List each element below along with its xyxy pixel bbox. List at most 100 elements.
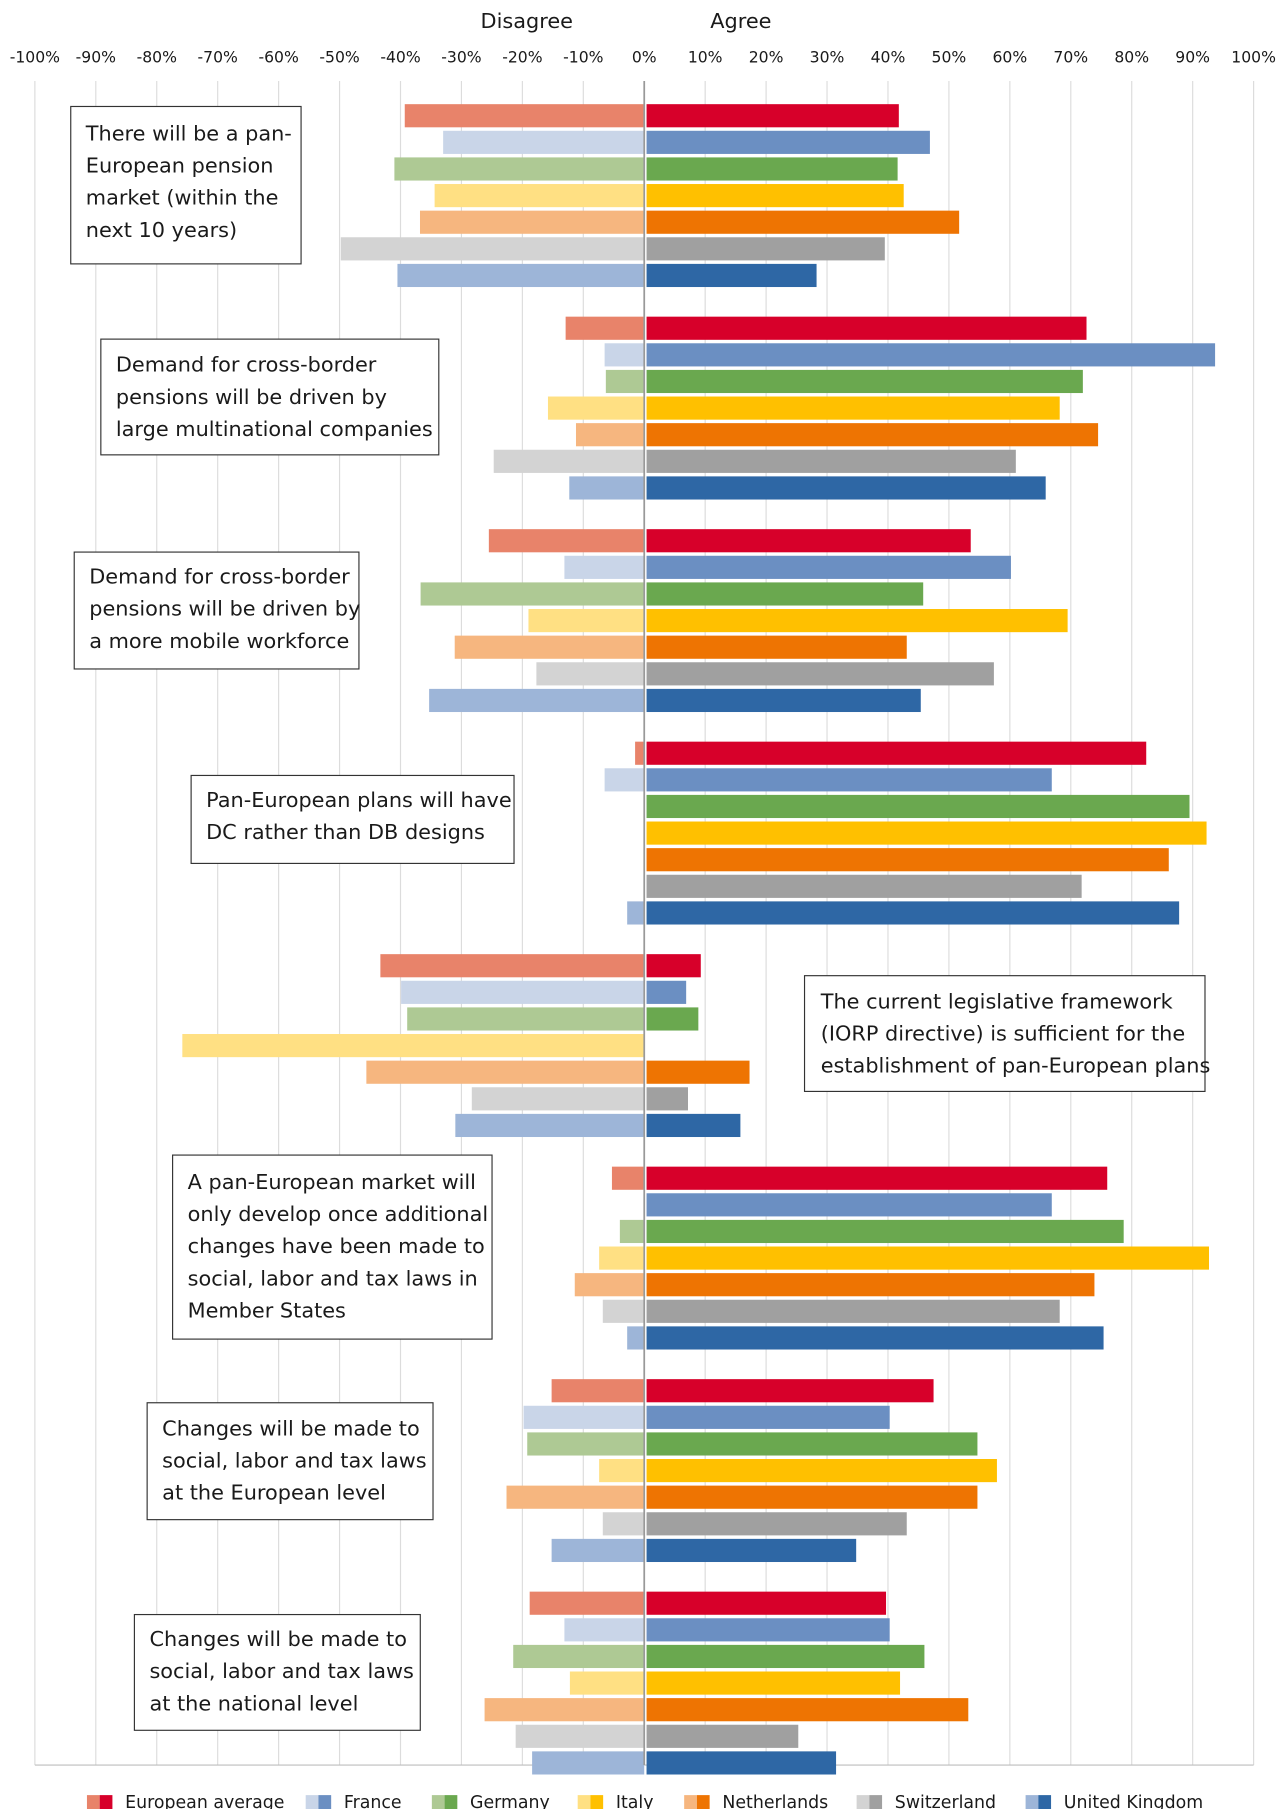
bar-agree xyxy=(646,874,1082,898)
annotation-box xyxy=(73,551,360,670)
bar-disagree xyxy=(407,1007,645,1031)
bar-disagree xyxy=(420,582,645,606)
bar-disagree xyxy=(523,1405,645,1429)
annotation-text: at the national level xyxy=(149,1691,358,1715)
legend-label: Switzerland xyxy=(895,1793,996,1809)
bar-agree xyxy=(646,343,1216,367)
annotation-text: pensions will be driven by xyxy=(116,385,387,409)
bar-agree xyxy=(646,1751,837,1775)
annotation-text: Demand for cross-border xyxy=(89,565,350,589)
legend-swatch xyxy=(577,1795,591,1809)
bar-disagree xyxy=(443,130,645,154)
bar-agree xyxy=(646,794,1190,819)
bar-agree xyxy=(646,316,1087,340)
bar-agree xyxy=(646,1698,969,1722)
annotation-text: Changes will be made to xyxy=(162,1416,420,1440)
x-tick-label: 60% xyxy=(993,48,1028,66)
bar-agree xyxy=(646,1644,925,1669)
bar-agree xyxy=(646,821,1207,845)
x-tick-label: -90% xyxy=(76,48,116,66)
bar-agree xyxy=(646,1299,1060,1323)
legend-swatch xyxy=(684,1795,697,1809)
bar-agree xyxy=(646,157,898,181)
legend-label: Netherlands xyxy=(722,1793,828,1809)
bar-agree xyxy=(646,130,930,154)
annotation-text: next 10 years) xyxy=(86,218,237,242)
legend-swatch xyxy=(305,1795,319,1809)
bar-disagree xyxy=(528,609,645,633)
legend-swatch xyxy=(431,1795,445,1809)
bar-agree xyxy=(646,1379,934,1403)
annotation-box xyxy=(70,105,302,265)
x-tick-label: 30% xyxy=(810,48,845,66)
annotation-text: DC rather than DB designs xyxy=(206,820,485,844)
x-tick-label: 70% xyxy=(1053,48,1088,66)
bar-agree xyxy=(646,1007,699,1031)
annotation-box xyxy=(133,1613,421,1731)
bar-agree xyxy=(646,901,1180,925)
bar-agree xyxy=(646,1326,1104,1350)
legend-label: European average xyxy=(125,1793,284,1809)
legend-swatch xyxy=(444,1795,458,1809)
bar-agree xyxy=(646,184,904,208)
annotation-text: Changes will be made to xyxy=(149,1627,407,1651)
bar-agree xyxy=(646,582,924,606)
axis-label: Agree xyxy=(710,9,771,33)
x-tick-label: 0% xyxy=(632,48,657,66)
bar-agree xyxy=(646,210,960,234)
bar-disagree xyxy=(455,1113,645,1138)
legend-label: Italy xyxy=(616,1793,654,1809)
legend-swatch xyxy=(1038,1795,1052,1809)
x-tick-label: -100% xyxy=(10,48,60,66)
x-tick-label: -60% xyxy=(258,48,298,66)
bar-disagree xyxy=(471,1087,645,1111)
bar-disagree xyxy=(419,210,645,234)
bar-agree xyxy=(646,1591,887,1615)
bar-disagree xyxy=(454,635,645,659)
annotation-box xyxy=(803,975,1206,1092)
annotation-box xyxy=(100,338,440,456)
legend-label: France xyxy=(344,1793,402,1809)
x-tick-label: 90% xyxy=(1175,48,1210,66)
legend-swatch xyxy=(696,1795,710,1809)
bar-agree xyxy=(646,768,1052,792)
annotation-text: European pension xyxy=(86,153,274,177)
bar-disagree xyxy=(506,1485,645,1509)
bar-disagree xyxy=(564,555,645,579)
bar-disagree xyxy=(602,1512,645,1536)
bar-agree xyxy=(646,688,921,713)
bar-disagree xyxy=(488,529,645,553)
bar-agree xyxy=(646,609,1068,633)
bar-disagree xyxy=(619,1219,645,1244)
bar-disagree xyxy=(565,316,645,340)
bar-disagree xyxy=(605,369,645,394)
bar-disagree xyxy=(627,901,645,925)
bar-disagree xyxy=(404,104,645,128)
legend-swatch xyxy=(1025,1795,1039,1809)
annotation-box xyxy=(172,1154,493,1340)
x-tick-label: 20% xyxy=(749,48,784,66)
bar-disagree xyxy=(536,662,645,686)
x-tick-label: -40% xyxy=(380,48,420,66)
legend-swatch xyxy=(86,1795,100,1809)
bar-disagree xyxy=(366,1060,645,1084)
annotation-text: (IORP directive) is sufficient for the xyxy=(821,1021,1185,1045)
legend-swatch xyxy=(99,1795,113,1809)
x-tick-label: -30% xyxy=(441,48,481,66)
bar-agree xyxy=(646,1087,688,1111)
bar-agree xyxy=(646,1405,890,1429)
bar-disagree xyxy=(397,263,645,288)
bar-disagree xyxy=(182,1034,645,1058)
legend-label: Germany xyxy=(470,1793,550,1809)
annotation-text: A pan-European market will xyxy=(188,1170,476,1194)
bar-agree xyxy=(646,1671,901,1695)
legend-swatch xyxy=(856,1795,870,1809)
bar-agree xyxy=(646,980,687,1004)
x-tick-label: -80% xyxy=(137,48,177,66)
bar-agree xyxy=(646,1485,978,1509)
annotation-text: Member States xyxy=(188,1299,346,1323)
bar-agree xyxy=(646,1724,799,1748)
bar-disagree xyxy=(380,954,645,978)
bar-disagree xyxy=(599,1246,645,1270)
